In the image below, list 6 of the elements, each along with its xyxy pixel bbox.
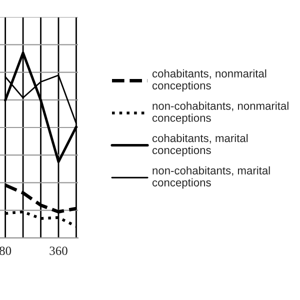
x-tick-label: 80 bbox=[0, 246, 12, 256]
legend-label: non-cohabitants, nonmarital conceptions bbox=[152, 102, 288, 124]
legend-label: cohabitants, nonmarital conceptions bbox=[152, 69, 266, 92]
legend-label: non-cohabitants, marital conceptions bbox=[152, 166, 270, 189]
legend-label: cohabitants, marital conceptions bbox=[152, 134, 248, 156]
x-tick-label: 360 bbox=[50, 246, 68, 256]
